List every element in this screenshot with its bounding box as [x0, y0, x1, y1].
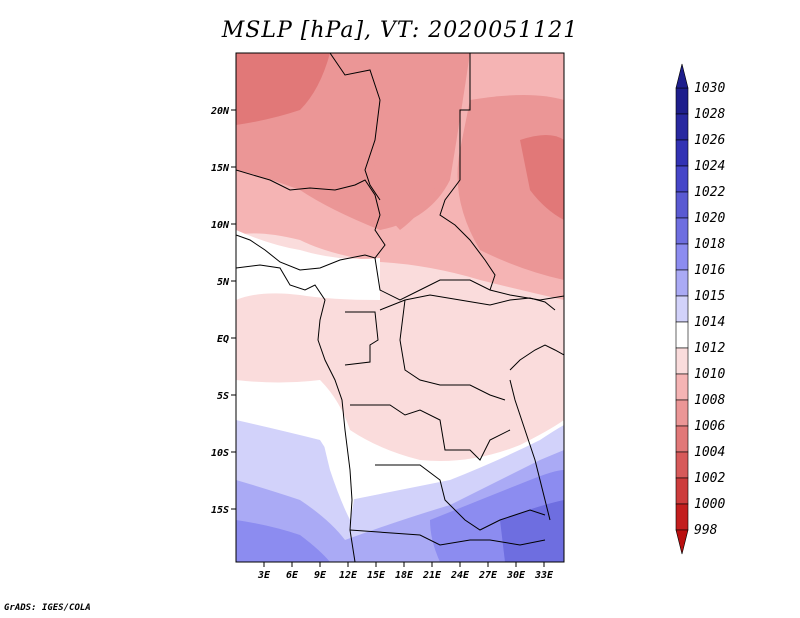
lat-label: 20N	[210, 106, 230, 117]
colorbar-label: 1022	[694, 185, 725, 200]
colorbar-segment	[675, 373, 689, 401]
colorbar-segment	[675, 191, 689, 219]
colorbar-segment	[675, 321, 689, 349]
colorbar-segment	[675, 113, 689, 141]
colorbar-label: 1026	[694, 133, 725, 148]
lon-label: 30E	[506, 570, 526, 581]
colorbar-segment	[675, 425, 689, 453]
colorbar-label: 1015	[694, 289, 725, 304]
lon-label: 6E	[286, 570, 299, 581]
colorbar-label: 1004	[694, 445, 725, 460]
lon-label: 27E	[478, 570, 498, 581]
colorbar-segment	[675, 87, 689, 115]
colorbar-top-arrow	[675, 63, 689, 89]
colorbar-segment	[675, 269, 689, 297]
map-frame	[235, 52, 565, 563]
lat-label: 10S	[211, 448, 229, 459]
colorbar-segment	[675, 503, 689, 531]
colorbar-label: 1000	[694, 497, 725, 512]
colorbar-segment	[675, 477, 689, 505]
colorbar-label: 1002	[694, 471, 725, 486]
colorbar-segment	[675, 217, 689, 245]
colorbar-segment	[675, 295, 689, 323]
grads-credit: GrADS: IGES/COLA	[4, 603, 91, 613]
lon-label: 15E	[367, 570, 386, 581]
colorbar-label: 1010	[694, 367, 725, 382]
colorbar-segment	[675, 451, 689, 479]
country-borders	[236, 53, 564, 562]
colorbar-label: 1014	[694, 315, 725, 330]
lon-label: 33E	[534, 570, 554, 581]
colorbar-segment	[675, 165, 689, 193]
colorbar-label: 998	[694, 523, 718, 538]
map-title: MSLP [hPa], VT: 2020051121	[221, 18, 579, 43]
colorbar-label: 1018	[694, 237, 725, 252]
lat-label: 5N	[217, 277, 230, 288]
lon-label: 9E	[314, 570, 327, 581]
lat-label: 10N	[211, 220, 230, 231]
colorbar-label: 1024	[694, 159, 725, 174]
lon-label: 21E	[422, 570, 442, 581]
lat-label: EQ	[217, 334, 229, 345]
colorbar-label: 1016	[694, 263, 725, 278]
colorbar-segment	[675, 243, 689, 271]
colorbar-label: 1030	[694, 81, 725, 96]
colorbar-segment	[675, 347, 689, 375]
lon-label: 12E	[339, 570, 358, 581]
pressure-field	[236, 53, 564, 562]
longitude-axis: 3E 6E 9E 12E 15E 18E 21E 24E 27E 30E 33E	[257, 562, 554, 581]
lat-label: 15S	[211, 505, 229, 516]
colorbar-label: 1012	[694, 341, 725, 356]
latitude-axis: 20N 15N 10N 5N EQ 5S 10S 15S	[210, 106, 236, 516]
colorbar-label: 1028	[694, 107, 725, 122]
lon-label: 24E	[450, 570, 470, 581]
colorbar-segment	[675, 139, 689, 167]
colorbar-label: 1020	[694, 211, 725, 226]
lon-label: 18E	[395, 570, 414, 581]
colorbar-label: 1006	[694, 419, 725, 434]
colorbar-label: 1008	[694, 393, 725, 408]
lat-label: 5S	[217, 391, 229, 402]
lon-label: 3E	[257, 570, 271, 581]
colorbar-bottom-arrow	[675, 529, 689, 555]
colorbar: 1030 1028 1026 1024 1022 1020 1018 1016 1015 1014…	[675, 63, 725, 555]
lat-label: 15N	[211, 163, 230, 174]
colorbar-segment	[675, 399, 689, 427]
